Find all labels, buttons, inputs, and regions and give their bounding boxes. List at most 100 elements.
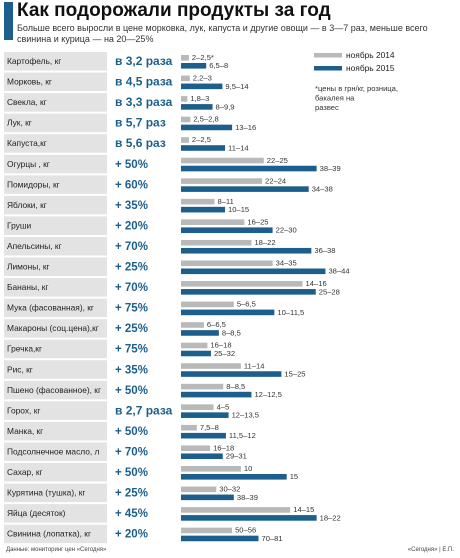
category-band: [4, 319, 107, 338]
category-label: Подсолнечное масло, л: [7, 446, 100, 456]
bar-2015: [181, 247, 312, 254]
change-label: + 50%: [115, 467, 148, 479]
value-label-2014: 34–35: [276, 259, 297, 268]
category-band: [4, 195, 107, 215]
bar-2015: [181, 309, 275, 316]
bar-2015: [181, 289, 316, 295]
value-label-2014: 1,8–3: [190, 94, 209, 103]
category-band: [4, 360, 107, 379]
category-band: [4, 504, 107, 523]
value-label-2014: 2–2,5: [192, 135, 211, 144]
bar-2014: [181, 137, 189, 143]
category-band: [4, 175, 107, 194]
bar-2014: [181, 527, 233, 534]
value-label-2014: 16–25: [247, 217, 268, 226]
change-label: в 3,2 раза: [115, 54, 173, 68]
category-label: Бананы, кг: [7, 282, 48, 292]
legend-label-2014: ноябрь 2014: [346, 50, 395, 60]
change-label: в 5,6 раз: [115, 136, 166, 150]
change-label: + 75%: [115, 344, 148, 356]
bar-2015: [181, 186, 309, 192]
value-label-2014: 8–8,5: [226, 382, 245, 391]
change-label: в 5,7 раз: [115, 116, 166, 130]
bar-2015: [181, 63, 207, 69]
bar-2015: [181, 453, 223, 460]
value-label-2014: 18–22: [254, 238, 275, 247]
category-band: [4, 339, 107, 359]
value-label-2014: 2,5–2,8: [193, 115, 218, 124]
category-label: Яблоки, кг: [7, 200, 47, 210]
legend-swatch-2014: [314, 53, 342, 58]
value-label-2015: 11–14: [228, 143, 249, 152]
value-label-2015: 12–13,5: [232, 411, 259, 420]
bar-2015: [181, 330, 219, 336]
value-label-2014: 22–25: [267, 156, 288, 165]
bar-2015: [181, 165, 317, 172]
category-band: [4, 52, 107, 71]
bar-2014: [181, 239, 252, 246]
bar-2014: [181, 445, 211, 452]
bar-2014: [181, 281, 303, 287]
bar-2014: [181, 96, 188, 102]
category-band: [4, 380, 107, 400]
category-band: [4, 72, 107, 92]
change-label: в 3,3 раза: [115, 95, 173, 109]
bar-2015: [181, 432, 226, 439]
change-label: + 50%: [115, 159, 148, 171]
bar-2015: [181, 350, 211, 357]
header-accent-bar: [4, 2, 13, 40]
category-band: [4, 113, 107, 133]
category-band: [4, 216, 107, 235]
value-label-2014: 2–2,5*: [192, 53, 214, 62]
change-label: в 2,7 раза: [115, 403, 173, 417]
category-label: Свинина (лопатка), кг: [7, 529, 91, 539]
category-label: Яйца (десяток): [7, 508, 66, 518]
bar-2015: [181, 145, 226, 151]
value-label-2015: 11,5–12: [229, 431, 256, 440]
category-label: Курятина (тушка), кг: [7, 488, 86, 498]
change-label: + 35%: [115, 364, 148, 376]
category-band: [4, 483, 107, 503]
value-label-2014: 22–24: [265, 176, 286, 185]
category-band: [4, 278, 107, 297]
category-label: Морковь, кг: [7, 77, 52, 87]
value-label-2014: 7,5–8: [200, 423, 219, 432]
value-label-2015: 15: [290, 472, 298, 481]
value-label-2015: 15–25: [284, 369, 305, 378]
category-band: [4, 401, 107, 420]
category-label: Свекла, кг: [7, 97, 47, 107]
category-label: Лук, кг: [7, 118, 32, 128]
value-label-2015: 18–22: [320, 513, 341, 522]
bar-2015: [181, 474, 287, 480]
bar-2015: [181, 535, 259, 542]
value-label-2014: 30–32: [219, 485, 240, 494]
bar-2014: [181, 75, 190, 82]
category-label: Горох, кг: [7, 405, 40, 415]
bar-2014: [181, 486, 217, 493]
value-label-2015: 34–38: [312, 185, 333, 194]
category-band: [4, 463, 107, 482]
value-label-2014: 14–15: [293, 505, 314, 514]
bar-2014: [181, 219, 245, 225]
bar-2014: [181, 507, 291, 513]
value-label-2015: 38–44: [328, 267, 349, 276]
value-label-2015: 8–9,9: [216, 102, 235, 111]
change-label: + 25%: [115, 262, 148, 274]
change-label: + 25%: [115, 488, 148, 500]
value-label-2014: 2,2–3: [193, 74, 212, 83]
category-label: Пшено (фасованное), кг: [7, 385, 101, 395]
bar-2015: [181, 494, 234, 501]
category-label: Огурцы , кг: [7, 159, 50, 169]
category-label: Макароны (соц.цена),кг: [7, 323, 99, 333]
category-band: [4, 298, 107, 318]
category-label: Рис, кг: [7, 364, 33, 374]
value-label-2015: 38–39: [320, 164, 341, 173]
category-band: [4, 93, 107, 112]
value-label-2015: 13–16: [235, 123, 256, 132]
bar-2014: [181, 363, 241, 369]
category-band: [4, 236, 107, 256]
change-label: + 70%: [115, 446, 148, 458]
value-label-2015: 29–31: [226, 452, 247, 461]
category-band: [4, 442, 107, 461]
